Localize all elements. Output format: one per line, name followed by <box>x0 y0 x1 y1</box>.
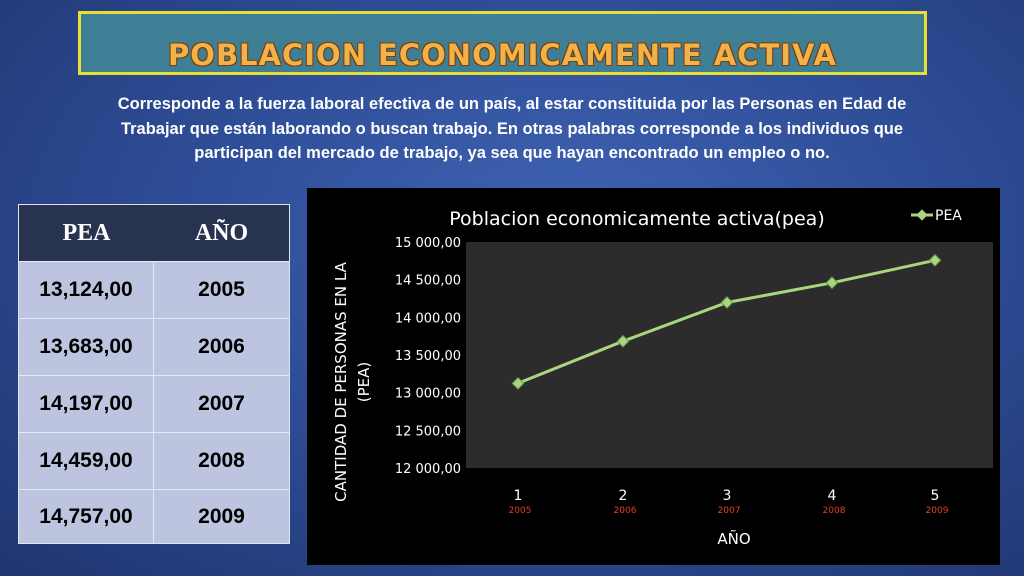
description-line: participan del mercado de trabajo, ya se… <box>194 144 830 162</box>
header-ano: AÑO <box>154 205 289 261</box>
table-row: 13,124,00 2005 <box>19 262 289 319</box>
x-axis: 1 2005 2 2006 3 2007 4 2008 5 2009 <box>509 488 949 516</box>
y-tick-label: 13 000,00 <box>395 387 461 402</box>
data-point <box>825 276 839 290</box>
description-line: Trabajar que están laborando o buscan tr… <box>120 119 904 138</box>
y-axis: 12 000,00 12 500,00 13 000,00 13 500,00 14 0… <box>395 236 461 477</box>
y-tick-label: 14 500,00 <box>395 274 461 289</box>
legend: PEA <box>911 208 962 224</box>
line-chart: Poblacion economicamente activa(pea) PEA… <box>332 208 993 548</box>
plot-area <box>466 242 993 468</box>
year-value: 2005 <box>154 262 289 318</box>
pea-value: 13,683,00 <box>19 319 154 375</box>
year-annotation: 2008 <box>823 506 846 516</box>
year-annotation: 2007 <box>718 506 741 516</box>
header-pea: PEA <box>19 205 154 261</box>
y-tick-label: 12 500,00 <box>395 424 461 439</box>
x-axis-label: AÑO <box>717 529 750 548</box>
x-tick-label: 5 <box>931 488 940 504</box>
table-row: 14,459,00 2008 <box>19 433 289 490</box>
year-annotation: 2006 <box>614 506 637 516</box>
chart-panel: Poblacion economicamente activa(pea) PEA… <box>307 188 1000 565</box>
legend-label: PEA <box>935 208 962 224</box>
table-header-row: PEA AÑO <box>19 205 289 262</box>
y-tick-label: 13 500,00 <box>395 349 461 364</box>
y-tick-label: 15 000,00 <box>395 236 461 251</box>
table-row: 14,757,00 2009 <box>19 490 289 543</box>
pea-value: 14,197,00 <box>19 376 154 432</box>
pea-value: 14,459,00 <box>19 433 154 489</box>
series-pea <box>511 253 942 390</box>
data-point <box>928 253 942 267</box>
year-annotation: 2005 <box>509 506 532 516</box>
x-tick-label: 3 <box>723 488 732 504</box>
slide-title: POBLACION ECONOMICAMENTE ACTIVA <box>168 38 837 72</box>
y-tick-label: 14 000,00 <box>395 311 461 326</box>
y-axis-label-line1: CANTIDAD DE PERSONAS EN LA <box>332 261 350 501</box>
data-point <box>511 376 525 390</box>
x-tick-label: 4 <box>828 488 837 504</box>
title-box: POBLACION ECONOMICAMENTE ACTIVA <box>78 11 927 75</box>
legend-marker <box>916 209 928 221</box>
y-tick-label: 12 000,00 <box>395 462 461 477</box>
description-line: Corresponde a la fuerza laboral efectiva… <box>117 95 907 113</box>
year-value: 2006 <box>154 319 289 375</box>
description: Corresponde a la fuerza laboral efectiva… <box>40 92 984 166</box>
chart-title: Poblacion economicamente activa(pea) <box>449 208 824 230</box>
table-row: 14,197,00 2007 <box>19 376 289 433</box>
data-point <box>720 296 734 309</box>
y-axis-label-line2: (PEA) <box>355 362 373 403</box>
pea-value: 13,124,00 <box>19 262 154 318</box>
data-point <box>616 334 630 348</box>
year-annotation: 2009 <box>926 506 949 516</box>
pea-table: PEA AÑO 13,124,00 2005 13,683,00 2006 14… <box>18 204 290 544</box>
year-value: 2009 <box>154 490 289 543</box>
table-row: 13,683,00 2006 <box>19 319 289 376</box>
year-value: 2007 <box>154 376 289 432</box>
pea-value: 14,757,00 <box>19 490 154 543</box>
x-tick-label: 1 <box>514 488 523 504</box>
year-value: 2008 <box>154 433 289 489</box>
x-tick-label: 2 <box>619 488 628 504</box>
